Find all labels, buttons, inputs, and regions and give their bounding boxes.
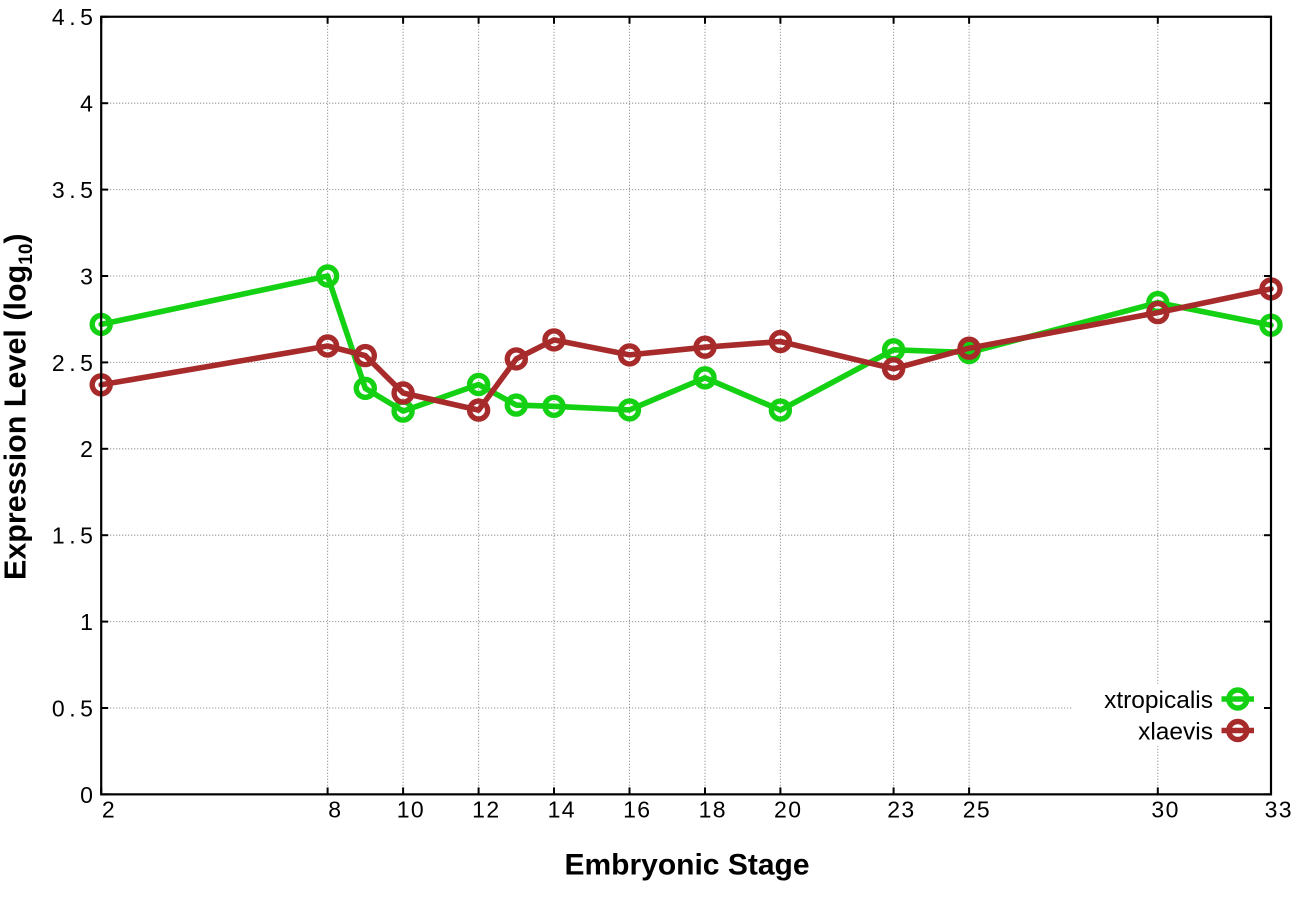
- svg-text:5: 5: [80, 177, 93, 203]
- svg-text:4: 4: [562, 797, 575, 823]
- svg-text:2: 2: [102, 797, 115, 823]
- svg-text:3: 3: [52, 177, 65, 203]
- svg-text:.: .: [69, 350, 75, 376]
- svg-text:.: .: [69, 695, 75, 721]
- svg-text:xtropicalis: xtropicalis: [1104, 687, 1213, 714]
- svg-text:.: .: [69, 4, 75, 30]
- svg-text:1: 1: [623, 797, 636, 823]
- svg-text:0: 0: [411, 797, 424, 823]
- svg-text:5: 5: [80, 523, 93, 549]
- svg-text:3: 3: [1151, 797, 1164, 823]
- svg-text:xlaevis: xlaevis: [1138, 719, 1213, 746]
- svg-text:2: 2: [774, 797, 787, 823]
- svg-text:0: 0: [1166, 797, 1179, 823]
- svg-text:2: 2: [486, 797, 499, 823]
- svg-text:3: 3: [901, 797, 914, 823]
- svg-text:0: 0: [52, 695, 65, 721]
- svg-text:5: 5: [80, 695, 93, 721]
- svg-text:Expression Level (log10): Expression Level (log10): [0, 233, 37, 580]
- svg-text:Embryonic Stage: Embryonic Stage: [564, 849, 809, 882]
- svg-text:2: 2: [80, 436, 93, 462]
- svg-text:2: 2: [52, 350, 65, 376]
- svg-text:1: 1: [52, 523, 65, 549]
- svg-text:1: 1: [699, 797, 712, 823]
- svg-text:4: 4: [52, 4, 65, 30]
- svg-text:4: 4: [80, 91, 93, 117]
- svg-text:5: 5: [977, 797, 990, 823]
- svg-text:6: 6: [637, 797, 650, 823]
- svg-text:3: 3: [1265, 797, 1278, 823]
- svg-text:8: 8: [713, 797, 726, 823]
- svg-text:1: 1: [397, 797, 410, 823]
- svg-text:1: 1: [472, 797, 485, 823]
- svg-text:1: 1: [548, 797, 561, 823]
- svg-text:0: 0: [80, 782, 93, 808]
- svg-text:3: 3: [80, 263, 93, 289]
- svg-text:5: 5: [80, 350, 93, 376]
- svg-text:5: 5: [80, 4, 93, 30]
- svg-text:.: .: [69, 523, 75, 549]
- svg-text:2: 2: [887, 797, 900, 823]
- svg-text:1: 1: [80, 609, 93, 635]
- svg-text:8: 8: [328, 797, 341, 823]
- svg-text:0: 0: [788, 797, 801, 823]
- svg-text:2: 2: [963, 797, 976, 823]
- svg-text:.: .: [69, 177, 75, 203]
- svg-text:3: 3: [1279, 797, 1292, 823]
